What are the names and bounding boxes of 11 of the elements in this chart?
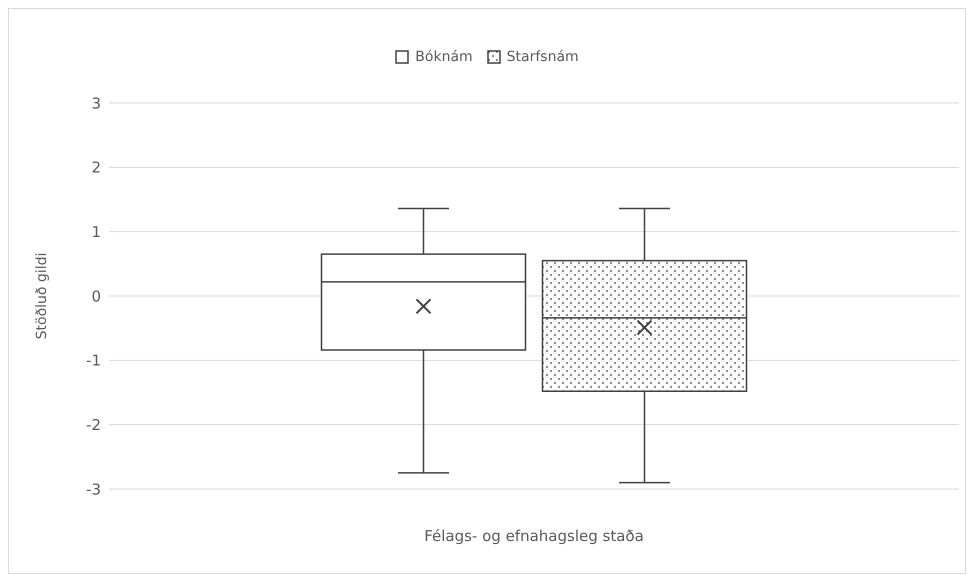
y-tick-label: -3 — [86, 480, 101, 498]
y-tick-label: -1 — [86, 352, 101, 370]
x-axis-title: Félags- og efnahagsleg staða — [424, 527, 644, 545]
legend-label: Bóknám — [415, 49, 473, 65]
y-axis-title: Stöðluð gildi — [34, 252, 50, 340]
y-tick-label: 0 — [91, 287, 101, 306]
y-tick-label: -2 — [86, 416, 101, 434]
y-tick-label: 2 — [91, 158, 101, 177]
legend-label: Starfsnám — [506, 49, 579, 65]
y-tick-label: 1 — [91, 222, 101, 241]
y-tick-label: 3 — [91, 94, 101, 112]
